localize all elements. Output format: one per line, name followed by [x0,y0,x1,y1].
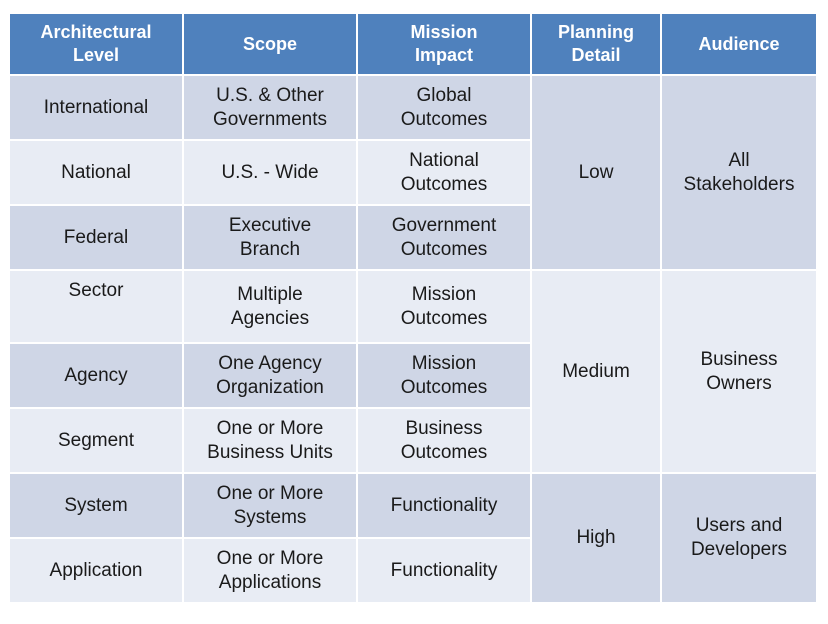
table-row: Segment One or More Business Units Busin… [10,409,816,472]
table-row: System One or More Systems Functionality… [10,474,816,602]
impact-cell: National Outcomes [358,141,530,204]
level-cell: Segment [10,409,182,472]
header-architectural-level: Architectural Level [10,14,182,74]
table-row: Application One or More Applications Fun… [10,539,816,602]
scope-cell: U.S. & Other Governments [184,76,356,139]
scope-cell: Executive Branch [184,206,356,269]
table-row: Federal Executive Branch Government Outc… [10,206,816,269]
header-mission-impact: Mission Impact [358,14,530,74]
header-scope: Scope [184,14,356,74]
planning-detail-cell-high: High [532,474,660,602]
audience-cell-users-and-developers: Users and Developers [662,474,816,602]
table-row: Agency One Agency Organization Mission O… [10,344,816,407]
planning-detail-cell-medium: Medium [532,271,660,472]
impact-cell: Business Outcomes [358,409,530,472]
level-cell: International [10,76,182,139]
audience-cell-all-stakeholders: All Stakeholders [662,76,816,269]
scope-cell: Multiple Agencies [184,271,356,342]
level-cell: National [10,141,182,204]
impact-cell: Mission Outcomes [358,344,530,407]
impact-cell: Global Outcomes [358,76,530,139]
architecture-levels-table: Architectural Level Scope Mission Impact… [8,12,818,604]
scope-cell: One or More Systems [184,474,356,537]
level-cell: System [10,474,182,537]
level-cell: Application [10,539,182,602]
table-row: International U.S. & Other Governments G… [10,76,816,269]
header-row: Architectural Level Scope Mission Impact… [10,14,816,74]
scope-cell: U.S. - Wide [184,141,356,204]
audience-cell-business-owners: Business Owners [662,271,816,472]
level-cell: Federal [10,206,182,269]
impact-cell: Functionality [358,539,530,602]
scope-cell: One Agency Organization [184,344,356,407]
table-row: National U.S. - Wide National Outcomes [10,141,816,204]
scope-cell: One or More Applications [184,539,356,602]
planning-detail-cell-low: Low [532,76,660,269]
impact-cell: Government Outcomes [358,206,530,269]
impact-cell: Functionality [358,474,530,537]
level-cell: Agency [10,344,182,407]
table-row: Sector Multiple Agencies Mission Outcome… [10,271,816,472]
level-cell: Sector [10,271,182,342]
header-planning-detail: Planning Detail [532,14,660,74]
header-audience: Audience [662,14,816,74]
impact-cell: Mission Outcomes [358,271,530,342]
scope-cell: One or More Business Units [184,409,356,472]
